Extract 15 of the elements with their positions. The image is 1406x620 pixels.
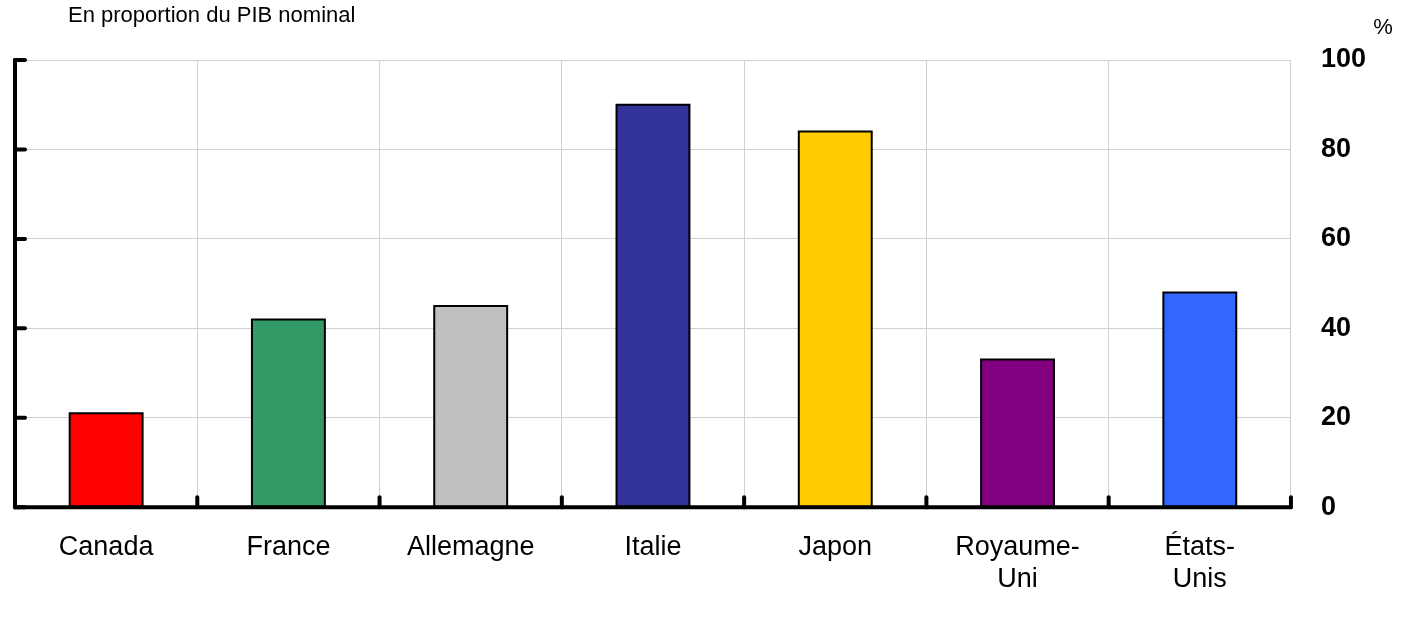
x-tick-label: Allemagne <box>406 530 535 561</box>
x-tick-label: Royaume-Uni <box>955 530 1080 594</box>
x-tick-label: États-Unis <box>1164 530 1236 594</box>
x-tick-label: Italie <box>624 530 682 561</box>
y-tick-label: 80 <box>1320 132 1351 163</box>
chart-subtitle: En proportion du PIB nominal <box>68 2 356 28</box>
x-tick-label: France <box>246 530 331 561</box>
y-tick-label: 100 <box>1320 43 1367 74</box>
y-tick-label: 20 <box>1320 401 1351 432</box>
y-tick-label: 40 <box>1320 311 1351 342</box>
x-tick-label: Canada <box>58 530 155 561</box>
y-tick-label: 0 <box>1320 490 1336 521</box>
x-tick-label: Japon <box>798 530 873 561</box>
y-tick-label: 60 <box>1320 222 1351 253</box>
y-axis-title: % <box>1373 14 1393 40</box>
